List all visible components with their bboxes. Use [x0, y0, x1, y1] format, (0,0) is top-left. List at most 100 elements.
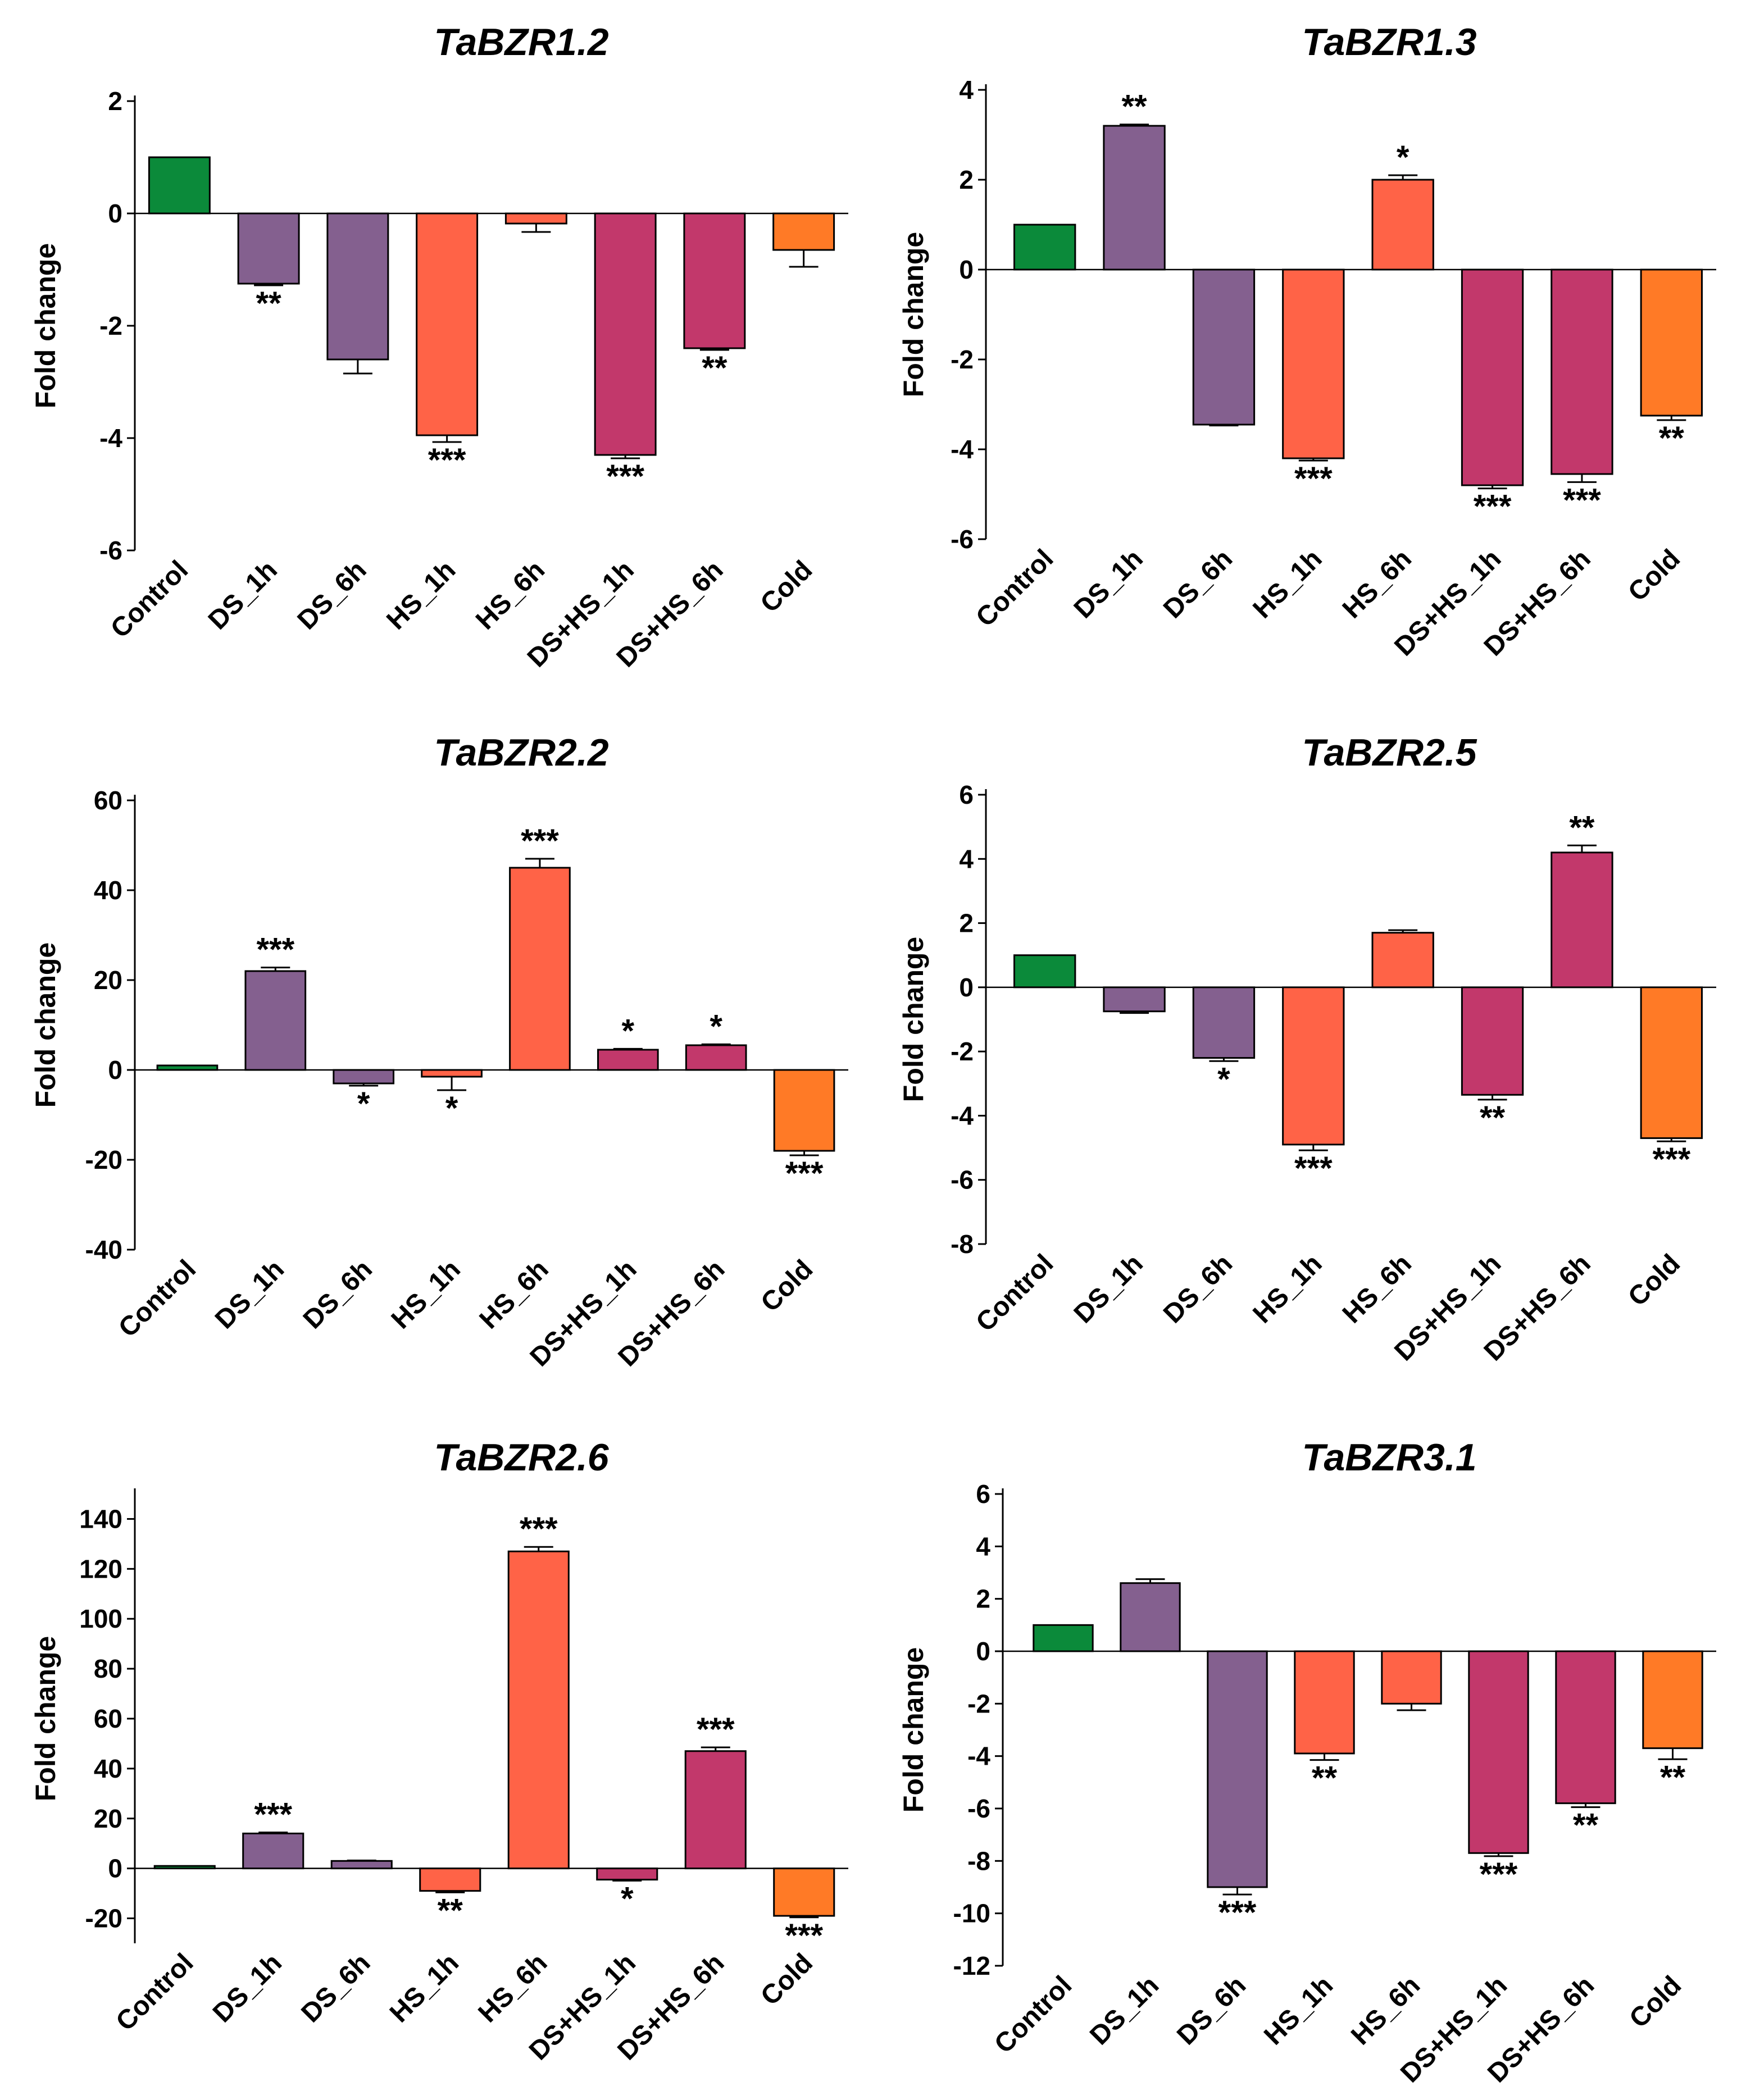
- chart-panel: TaBZR1.3 Fold change -6 -4 -2 0 2 4 Control ** DS_…: [898, 21, 1716, 662]
- bar: [683, 212, 746, 349]
- significance-marker: ***: [697, 1711, 735, 1748]
- category-label: HS_6h: [474, 1254, 554, 1334]
- significance-marker: *: [1217, 1061, 1230, 1097]
- category-label: Control: [989, 1970, 1077, 2059]
- category-label: Control: [113, 1254, 202, 1343]
- bar: [772, 212, 835, 251]
- bar: [1551, 851, 1613, 988]
- y-tick-label: 4: [959, 844, 974, 873]
- y-tick-label: 0: [959, 255, 974, 284]
- y-tick-label: 60: [94, 1704, 122, 1733]
- bar: [1103, 125, 1166, 271]
- y-tick-label: 2: [108, 86, 122, 116]
- category-label: DS_1h: [207, 1948, 288, 2028]
- y-tick-label: 4: [976, 1532, 990, 1561]
- category-label: DS_6h: [292, 555, 372, 635]
- bar: [509, 867, 571, 1071]
- y-tick-label: 40: [94, 1754, 122, 1783]
- category-label: Cold: [755, 1948, 819, 2011]
- y-axis-label: Fold change: [30, 942, 61, 1108]
- category-label: DS_6h: [1158, 544, 1238, 624]
- bar: [1461, 986, 1524, 1096]
- bar: [1461, 268, 1524, 486]
- chart-title: TaBZR2.6: [434, 1436, 609, 1479]
- y-tick-label: 20: [94, 1804, 122, 1833]
- category-label: Control: [970, 544, 1059, 632]
- bar: [1192, 986, 1256, 1059]
- bar: [1282, 268, 1345, 459]
- y-tick-label: 20: [94, 965, 122, 995]
- y-tick-label: -6: [951, 1165, 974, 1195]
- significance-marker: **: [1312, 1760, 1338, 1797]
- y-tick-label: -4: [951, 1101, 974, 1130]
- bar: [244, 970, 307, 1071]
- chart-title: TaBZR2.5: [1302, 731, 1477, 774]
- y-tick-label: 120: [79, 1554, 122, 1583]
- category-label: HS_6h: [1345, 1970, 1426, 2051]
- category-label: HS_1h: [1247, 1249, 1327, 1329]
- y-tick-label: 0: [108, 1854, 122, 1883]
- significance-marker: **: [438, 1892, 463, 1929]
- bar: [685, 1044, 747, 1071]
- y-tick-label: -8: [967, 1846, 990, 1875]
- bar: [1013, 954, 1076, 988]
- significance-marker: ***: [1294, 1150, 1333, 1187]
- category-label: Control: [110, 1948, 199, 2037]
- category-label: DS_6h: [1158, 1249, 1238, 1329]
- bar: [1207, 1650, 1268, 1888]
- y-tick-label: 6: [976, 1479, 990, 1509]
- bar: [333, 1069, 395, 1085]
- y-tick-label: 100: [79, 1604, 122, 1633]
- chart-panel: TaBZR3.1 Fold change -12 -10 -8 -6 -4 -2 0 2 4 6 Con…: [898, 1436, 1716, 2088]
- bar: [242, 1832, 304, 1870]
- category-label: DS_6h: [295, 1948, 376, 2028]
- significance-marker: ***: [1294, 461, 1333, 497]
- category-label: HS_1h: [1247, 544, 1327, 624]
- bar: [421, 1069, 483, 1078]
- significance-marker: ***: [1652, 1141, 1690, 1178]
- y-tick-label: -12: [953, 1951, 990, 1980]
- bar: [1033, 1624, 1094, 1652]
- significance-marker: ***: [1480, 1856, 1518, 1893]
- y-tick-label: 0: [108, 199, 122, 228]
- category-label: HS_6h: [472, 1948, 553, 2028]
- bar: [597, 1049, 659, 1071]
- bar: [1555, 1650, 1616, 1805]
- chart-title: TaBZR1.2: [434, 21, 608, 63]
- bar: [1468, 1650, 1529, 1854]
- category-label: HS_6h: [470, 555, 551, 635]
- bar: [1282, 986, 1345, 1146]
- bar: [1640, 268, 1703, 417]
- significance-marker: ***: [428, 442, 466, 479]
- significance-marker: ***: [1218, 1894, 1257, 1931]
- bar: [416, 212, 479, 436]
- y-tick-label: 2: [976, 1584, 990, 1614]
- significance-marker: *: [622, 1013, 635, 1049]
- significance-marker: ***: [785, 1155, 824, 1192]
- y-tick-label: -2: [99, 311, 122, 340]
- bar: [1192, 268, 1256, 426]
- y-tick-label: -20: [85, 1904, 122, 1933]
- category-label: DS_1h: [1084, 1970, 1165, 2051]
- category-label: HS_1h: [381, 555, 461, 635]
- y-tick-label: -4: [967, 1742, 990, 1771]
- y-tick-label: 4: [959, 75, 974, 104]
- bar: [1013, 224, 1076, 271]
- y-tick-label: 0: [108, 1055, 122, 1085]
- bar: [1551, 268, 1613, 475]
- significance-marker: ***: [254, 1797, 292, 1833]
- significance-marker: *: [1397, 139, 1409, 176]
- bar: [330, 1860, 393, 1870]
- significance-marker: ***: [1563, 482, 1601, 518]
- category-label: HS_6h: [1337, 1249, 1417, 1329]
- y-tick-label: -8: [951, 1229, 974, 1259]
- bar: [773, 1069, 835, 1152]
- chart-title: TaBZR1.3: [1302, 21, 1476, 63]
- category-label: DS_1h: [203, 555, 283, 635]
- bar: [594, 212, 657, 456]
- bar: [773, 1867, 835, 1917]
- bar: [326, 212, 389, 361]
- bar: [684, 1750, 747, 1870]
- bar: [1120, 1582, 1181, 1652]
